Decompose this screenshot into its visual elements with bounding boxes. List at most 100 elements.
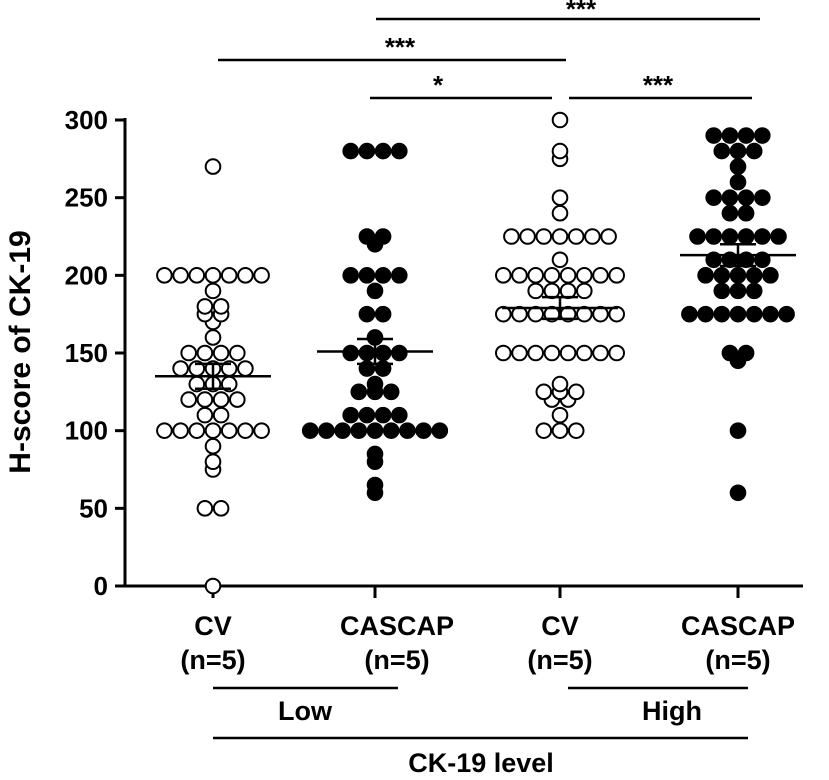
y-tick-label: 150 [65,338,108,368]
data-point [204,422,222,439]
data-point [551,204,569,222]
data-point [559,344,577,362]
data-point [399,422,416,439]
data-point [220,267,238,284]
y-tick-label: 50 [79,493,108,523]
data-point [721,127,739,144]
y-tick-label: 0 [94,571,108,601]
data-point [374,406,392,424]
data-point [374,142,392,160]
group-label-high: High [642,696,702,726]
x-category-label-cascap-low: CASCAP [340,611,454,641]
y-tick-label: 250 [65,183,108,213]
data-point [358,406,376,424]
data-point [212,500,230,517]
data-point [705,228,723,245]
data-point [188,267,206,284]
data-point [551,251,569,269]
data-point [745,142,763,160]
data-point [600,228,617,245]
data-point [204,577,222,595]
data-point [778,305,795,323]
data-point [415,422,432,439]
data-point [342,267,360,284]
data-point [551,111,569,129]
data-point [172,267,189,284]
data-point [503,228,520,245]
data-point [212,391,230,408]
data-point [318,422,335,439]
data-point [366,445,384,463]
data-point [495,267,512,284]
data-point [551,142,569,160]
data-point [729,305,747,323]
data-point [737,189,755,206]
x-axis-title: CK-19 level [408,748,554,778]
data-point [229,344,246,362]
data-point [391,267,408,284]
data-point [737,228,755,245]
data-point [237,422,254,439]
data-point [156,422,173,439]
data-point [382,422,400,439]
data-point [608,267,626,284]
data-point [366,282,384,300]
data-point [495,344,512,362]
data-point [535,383,553,401]
data-point [729,267,747,284]
data-point [608,344,626,362]
data-point [172,422,189,439]
data-point [196,344,214,362]
data-point [567,228,585,245]
data-point [737,204,755,222]
data-point [342,344,360,362]
data-point [180,344,197,362]
data-point [745,267,763,284]
data-point [366,422,384,439]
data-point [754,228,771,245]
y-tick-label: 300 [65,105,108,135]
data-point [697,305,714,323]
data-point [729,158,747,175]
x-category-label-cascap-high: CASCAP [681,611,795,641]
data-point [382,383,400,401]
data-point [374,344,392,362]
data-point [204,267,222,284]
data-point [366,375,384,393]
x-category-n-cv-low: (n=5) [180,645,245,675]
data-point [527,282,545,300]
data-point [721,204,739,222]
data-point [592,344,609,362]
x-category-label-cv-low: CV [194,611,232,641]
data-point [737,127,755,144]
sig-2-to-3: *** [569,70,752,100]
data-point [156,267,173,284]
data-point [576,282,593,300]
data-point [519,228,536,245]
group-label-low: Low [278,696,333,726]
data-point [543,344,561,362]
data-point [697,267,714,284]
data-point [745,282,763,300]
data-point [511,344,528,362]
data-point [527,267,545,284]
data-point [204,453,222,471]
data-point [762,305,779,323]
sig-label: *** [643,70,674,100]
x-category-label-cv-high: CV [541,611,579,641]
data-point [358,142,376,160]
data-point [229,391,246,408]
data-point [196,500,214,517]
data-point [721,228,739,245]
data-point [567,422,585,439]
data-point [237,360,254,377]
sig-label: *** [566,0,597,24]
data-point [559,267,577,284]
data-point [342,406,360,424]
data-point [253,267,270,284]
x-category-n-cv-high: (n=5) [527,645,592,675]
data-points [156,111,795,595]
data-point [713,267,731,284]
data-point [527,344,545,362]
